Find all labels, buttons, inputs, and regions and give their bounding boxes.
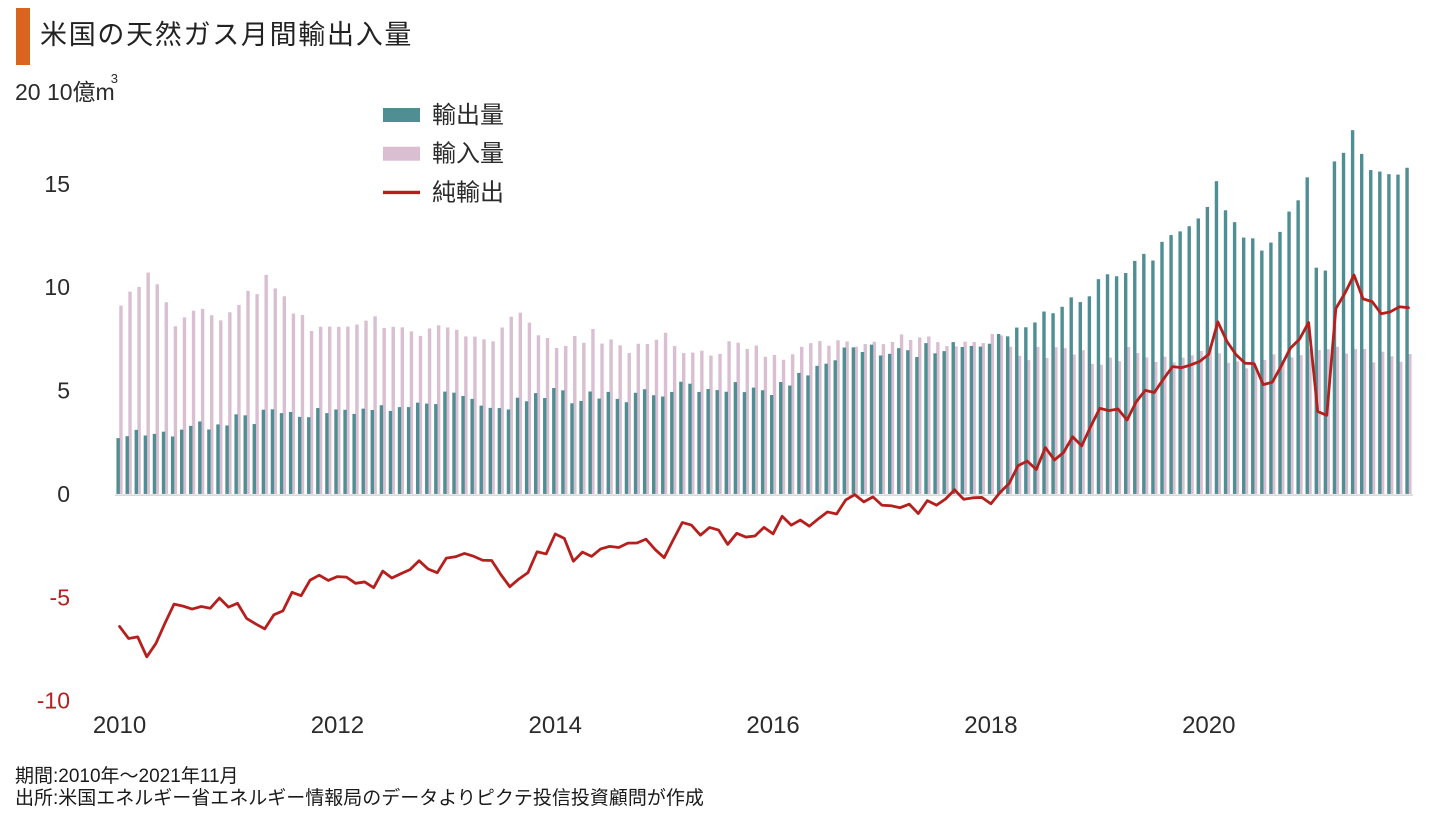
svg-text:輸入量: 輸入量 — [432, 141, 504, 168]
svg-text:輸出量: 輸出量 — [432, 102, 504, 129]
svg-text:2010: 2010 — [93, 712, 146, 739]
svg-text:純輸出: 純輸出 — [432, 179, 504, 206]
svg-text:2020: 2020 — [1182, 712, 1235, 739]
svg-text:-10: -10 — [37, 688, 70, 714]
svg-text:2012: 2012 — [311, 712, 364, 739]
svg-text:0: 0 — [57, 481, 70, 507]
svg-text:2016: 2016 — [746, 712, 799, 739]
svg-text:2018: 2018 — [964, 712, 1017, 739]
svg-text:10: 10 — [44, 274, 70, 300]
svg-text:-5: -5 — [50, 584, 70, 610]
svg-text:15: 15 — [44, 171, 70, 197]
svg-text:2014: 2014 — [529, 712, 582, 739]
svg-text:5: 5 — [57, 378, 70, 404]
